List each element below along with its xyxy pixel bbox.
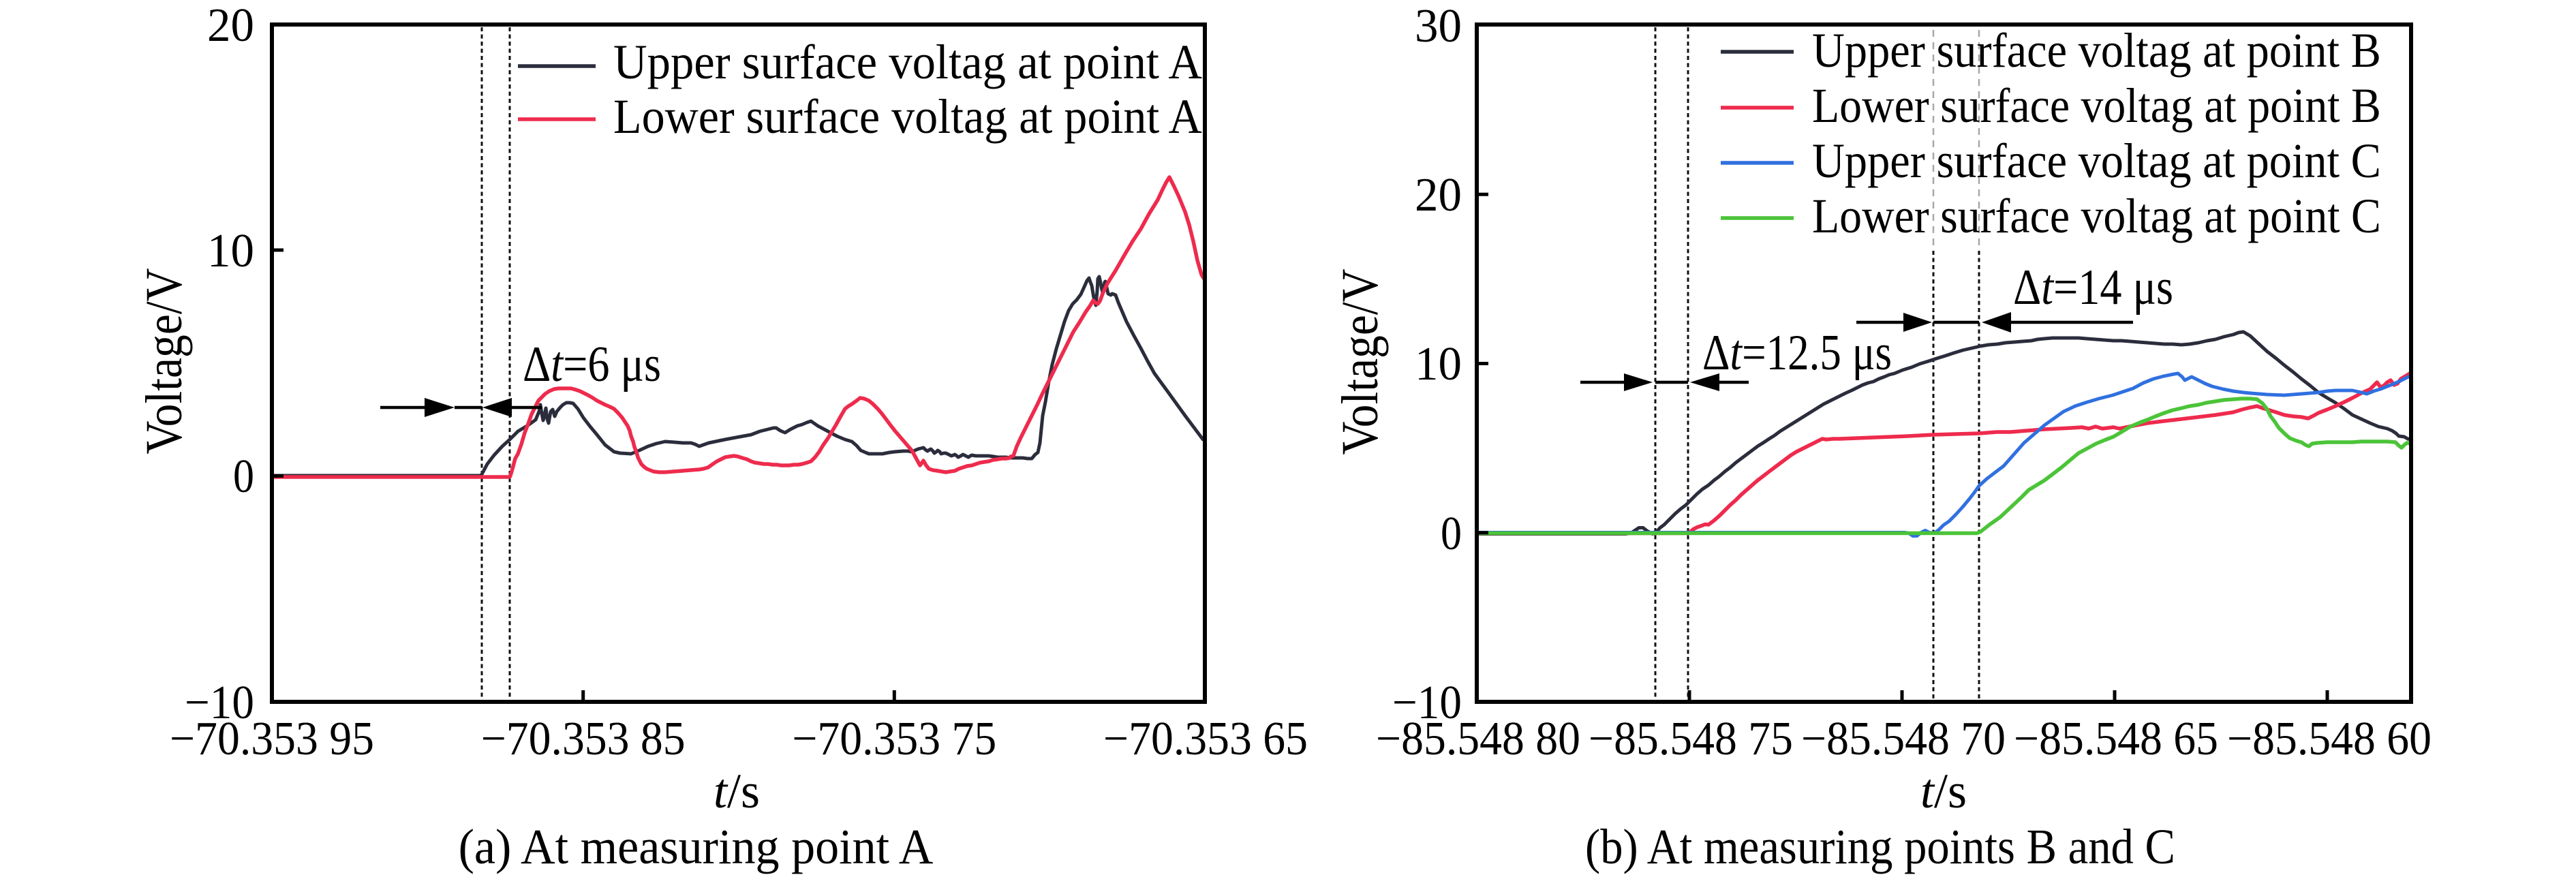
svg-text:Upper surface voltag at point: Upper surface voltag at point C (1812, 134, 2381, 188)
svg-text:−70.353 65: −70.353 65 (1103, 712, 1308, 765)
svg-text:Lower surface voltag at point: Lower surface voltag at point A (613, 90, 1202, 144)
svg-text:0: 0 (233, 450, 254, 503)
svg-text:Lower surface voltag at point: Lower surface voltag at point B (1812, 78, 2381, 132)
svg-text:Δt=14 μs: Δt=14 μs (2013, 259, 2173, 315)
svg-text:30: 30 (1415, 0, 1462, 52)
svg-text:−85.548 60: −85.548 60 (2227, 712, 2432, 765)
svg-text:−85.548 65: −85.548 65 (2014, 712, 2218, 765)
svg-text:Lower surface voltag at point: Lower surface voltag at point C (1812, 189, 2381, 243)
svg-text:(a) At measuring point A: (a) At measuring point A (459, 820, 934, 875)
svg-text:Upper surface voltag at point: Upper surface voltag at point A (613, 35, 1202, 90)
svg-text:0: 0 (1441, 508, 1462, 560)
svg-text:Voltage/V: Voltage/V (1331, 268, 1389, 454)
svg-text:10: 10 (1415, 338, 1462, 391)
svg-text:−85.548 70: −85.548 70 (1801, 712, 2006, 765)
svg-text:−10: −10 (1392, 676, 1462, 729)
svg-text:Δt=12.5 μs: Δt=12.5 μs (1702, 324, 1892, 380)
svg-text:Voltage/V: Voltage/V (135, 268, 193, 454)
svg-text:−70.353 85: −70.353 85 (481, 712, 686, 765)
svg-text:20: 20 (207, 0, 254, 52)
svg-text:−70.353 95: −70.353 95 (170, 712, 374, 765)
svg-text:−10: −10 (185, 676, 254, 729)
svg-text:−85.548 75: −85.548 75 (1589, 712, 1793, 765)
svg-text:−85.548 80: −85.548 80 (1376, 712, 1580, 765)
svg-text:Δt=6 μs: Δt=6 μs (523, 336, 661, 392)
svg-text:−70.353 75: −70.353 75 (792, 712, 996, 765)
svg-text:(b) At measuring points B and: (b) At measuring points B and C (1585, 820, 2175, 874)
svg-text:t/s: t/s (1920, 764, 1967, 818)
svg-text:10: 10 (207, 225, 254, 278)
svg-text:t/s: t/s (714, 764, 760, 818)
svg-text:Upper surface voltag at point: Upper surface voltag at point B (1812, 23, 2381, 78)
svg-text:20: 20 (1415, 169, 1462, 222)
